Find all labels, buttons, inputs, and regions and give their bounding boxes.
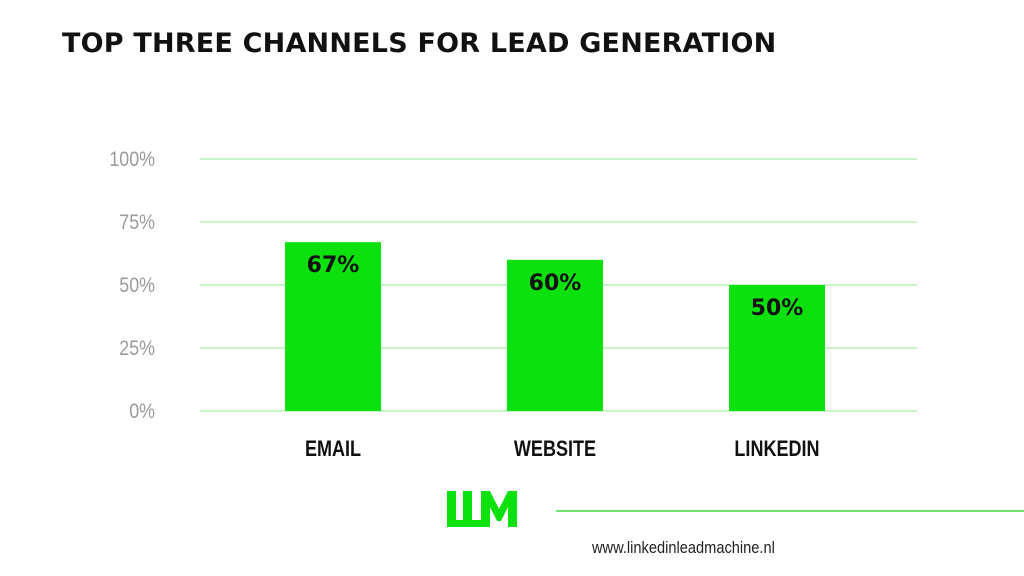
y-tick-label: 75% <box>119 211 155 235</box>
bar-linkedin <box>729 285 825 411</box>
category-label: LINKEDIN <box>734 437 819 461</box>
data-label: 50% <box>751 296 804 321</box>
category-label: WEBSITE <box>514 437 596 461</box>
data-label: 67% <box>307 253 360 278</box>
y-tick-label: 25% <box>119 337 155 361</box>
y-tick-label: 50% <box>119 274 155 298</box>
data-label: 60% <box>529 271 582 296</box>
footer-divider <box>556 510 1024 512</box>
bar-chart: 0% 25% 50% 75% 100% 67% EMAIL 60% WEBSITE 50% LINK… <box>109 148 917 461</box>
website-url: www.linkedinleadmachine.nl <box>592 538 775 557</box>
llm-logo <box>447 491 517 527</box>
bar-email <box>285 242 381 411</box>
bar-website <box>507 259 603 411</box>
category-label: EMAIL <box>305 437 361 461</box>
chart-title: TOP THREE CHANNELS FOR LEAD GENERATION <box>62 28 777 59</box>
y-tick-label: 0% <box>129 400 155 424</box>
y-tick-label: 100% <box>109 148 155 172</box>
